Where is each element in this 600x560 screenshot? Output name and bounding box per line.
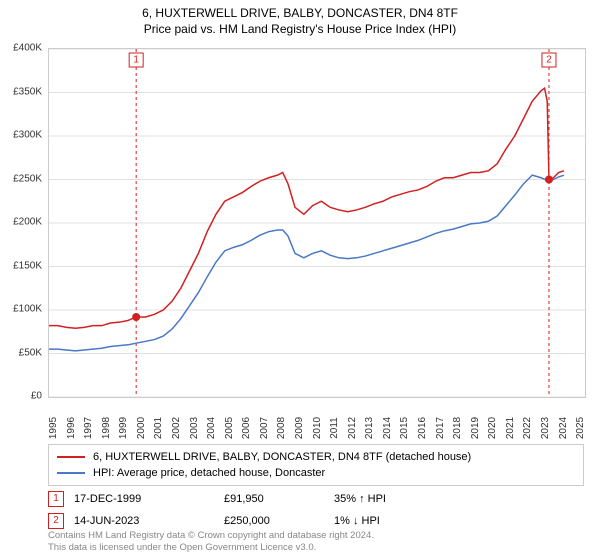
x-tick-label: 2003 [189, 417, 200, 439]
plot-svg: 12 [49, 49, 585, 397]
y-tick-label: £150K [13, 260, 42, 271]
x-tick-label: 1996 [66, 417, 77, 439]
series-property [49, 88, 564, 328]
x-tick-label: 2019 [470, 417, 481, 439]
x-tick-label: 1999 [118, 417, 129, 439]
x-tick-label: 1998 [101, 417, 112, 439]
x-tick-label: 2001 [153, 417, 164, 439]
x-tick-label: 2018 [452, 417, 463, 439]
x-tick-label: 1995 [48, 417, 59, 439]
y-tick-label: £100K [13, 304, 42, 315]
x-tick-label: 2010 [312, 417, 323, 439]
x-tick-label: 2004 [206, 417, 217, 439]
transactions-table: 1 17-DEC-1999£91,95035% ↑ HPI 2 14-JUN-2023… [48, 488, 584, 532]
x-tick-label: 2023 [540, 417, 551, 439]
x-tick-label: 2005 [224, 417, 235, 439]
transaction-marker: 1 [48, 491, 64, 507]
x-tick-label: 2024 [558, 417, 569, 439]
x-tick-label: 2011 [329, 417, 340, 439]
transaction-date: 17-DEC-1999 [74, 493, 224, 505]
x-tick-label: 2017 [435, 417, 446, 439]
x-tick-label: 2021 [505, 417, 516, 439]
legend-swatch [57, 456, 85, 458]
legend-item: 6, HUXTERWELL DRIVE, BALBY, DONCASTER, D… [57, 449, 575, 465]
svg-text:1: 1 [133, 55, 139, 66]
legend-label: HPI: Average price, detached house, Donc… [93, 467, 325, 479]
transaction-marker: 2 [48, 513, 64, 529]
footer: Contains HM Land Registry data © Crown c… [48, 530, 374, 555]
x-tick-label: 2012 [347, 417, 358, 439]
chart-container: 6, HUXTERWELL DRIVE, BALBY, DONCASTER, D… [0, 0, 600, 560]
y-tick-label: £0 [31, 391, 42, 402]
legend-item: HPI: Average price, detached house, Donc… [57, 465, 575, 481]
x-tick-label: 2002 [171, 417, 182, 439]
x-tick-label: 2008 [276, 417, 287, 439]
x-tick-label: 2025 [575, 417, 586, 439]
svg-text:2: 2 [546, 55, 552, 66]
x-tick-label: 2009 [294, 417, 305, 439]
transaction-price: £91,950 [224, 493, 334, 505]
transaction-price: £250,000 [224, 515, 334, 527]
x-tick-label: 1997 [83, 417, 94, 439]
x-tick-label: 2022 [522, 417, 533, 439]
y-tick-label: £250K [13, 173, 42, 184]
legend: 6, HUXTERWELL DRIVE, BALBY, DONCASTER, D… [48, 444, 584, 486]
x-tick-label: 2020 [487, 417, 498, 439]
legend-label: 6, HUXTERWELL DRIVE, BALBY, DONCASTER, D… [93, 451, 471, 463]
title-block: 6, HUXTERWELL DRIVE, BALBY, DONCASTER, D… [0, 0, 600, 36]
footer-line1: Contains HM Land Registry data © Crown c… [48, 530, 374, 542]
x-axis: 1995 1996 1997 1998 1999 2000 2001 2002 2003 2004… [48, 400, 586, 440]
transaction-row: 1 17-DEC-1999£91,95035% ↑ HPI [48, 488, 584, 510]
x-tick-label: 2016 [417, 417, 428, 439]
x-tick-label: 2013 [364, 417, 375, 439]
y-tick-label: £50K [19, 347, 42, 358]
title-subtitle: Price paid vs. HM Land Registry's House … [0, 22, 600, 36]
y-tick-label: £200K [13, 217, 42, 228]
legend-swatch [57, 472, 85, 474]
x-tick-label: 2007 [259, 417, 270, 439]
y-tick-label: £350K [13, 86, 42, 97]
transaction-diff: 1% ↓ HPI [334, 515, 380, 527]
title-address: 6, HUXTERWELL DRIVE, BALBY, DONCASTER, D… [0, 6, 600, 20]
plot-area: 12 [48, 48, 586, 398]
transaction-diff: 35% ↑ HPI [334, 493, 386, 505]
y-tick-label: £300K [13, 130, 42, 141]
y-axis: £0£50K£100K£150K£200K£250K£300K£350K£400… [0, 48, 44, 398]
y-tick-label: £400K [13, 43, 42, 54]
transaction-points [132, 176, 553, 322]
series-hpi [49, 175, 564, 351]
transaction-marker-boxes: 12 [129, 53, 556, 67]
x-tick-label: 2015 [399, 417, 410, 439]
transaction-date: 14-JUN-2023 [74, 515, 224, 527]
x-tick-label: 2006 [241, 417, 252, 439]
series-lines [49, 88, 564, 351]
transaction-row: 2 14-JUN-2023£250,0001% ↓ HPI [48, 510, 584, 532]
footer-line2: This data is licensed under the Open Gov… [48, 542, 374, 554]
x-tick-label: 2000 [136, 417, 147, 439]
x-tick-label: 2014 [382, 417, 393, 439]
